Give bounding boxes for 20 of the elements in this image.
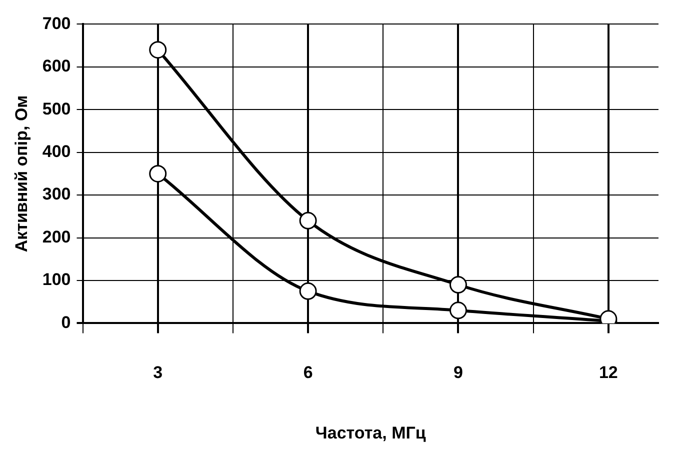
y-tick-label: 100: [42, 270, 71, 290]
y-tick-label: 0: [61, 312, 71, 332]
y-tick-label: 300: [42, 184, 71, 204]
x-tick-label: 3: [153, 363, 163, 382]
point: [299, 212, 317, 230]
point: [149, 164, 167, 182]
x-axis-title: Частота, МГц: [315, 423, 426, 442]
y-tick-label: 600: [42, 56, 71, 76]
x-tick-label: 12: [598, 363, 618, 382]
point: [449, 276, 467, 294]
y-tick-label: 500: [42, 99, 71, 118]
point: [149, 41, 167, 59]
y-tick-label: 200: [42, 227, 71, 246]
y-tick-label: 700: [42, 14, 71, 33]
point: [299, 282, 317, 300]
x-tick-label: 6: [303, 363, 313, 382]
y-axis-title: Активний опір, Ом: [12, 95, 31, 252]
x-tick-label: 9: [454, 363, 463, 382]
y-tick-label: 400: [42, 142, 71, 162]
point: [449, 302, 467, 320]
